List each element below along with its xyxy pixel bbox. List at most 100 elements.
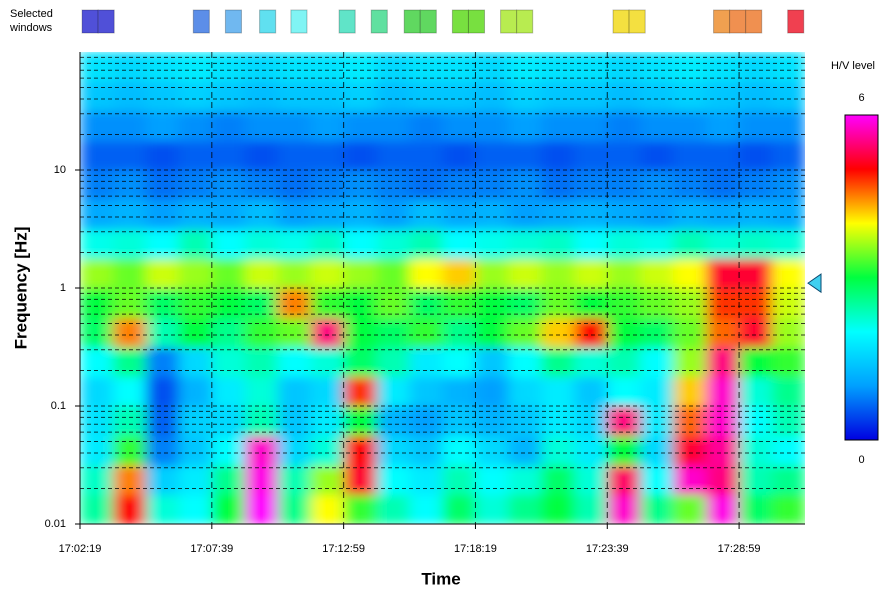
heat-cell — [706, 81, 740, 112]
heat-cell — [244, 229, 279, 260]
heat-cell — [112, 140, 147, 171]
heat-cell — [640, 81, 674, 112]
heat-cell — [475, 317, 510, 348]
heat-cell — [442, 229, 477, 260]
heat-cell — [673, 81, 707, 112]
heat-cell — [673, 111, 707, 142]
heat-cell — [607, 317, 641, 348]
heat-cell — [343, 494, 378, 524]
heat-cell — [772, 140, 805, 171]
heat-cell — [574, 170, 608, 201]
heat-cell — [80, 435, 114, 466]
heat-cell — [772, 199, 805, 230]
window-box — [419, 9, 437, 34]
heat-cell — [409, 199, 444, 230]
heat-cell — [706, 376, 740, 407]
heat-cell — [475, 494, 510, 524]
heat-cell — [508, 81, 542, 112]
heat-cell — [607, 435, 641, 466]
heat-cell — [145, 376, 180, 407]
heat-cell — [409, 81, 444, 112]
heat-cell — [277, 435, 312, 466]
heat-cell — [145, 52, 180, 83]
heat-cell — [343, 81, 378, 112]
heat-cell — [310, 170, 345, 201]
heat-cell — [772, 170, 805, 201]
heat-cell — [607, 347, 641, 378]
heat-cell — [673, 140, 707, 171]
heat-cell — [772, 347, 805, 378]
heat-cell — [211, 317, 246, 348]
heat-cell — [508, 258, 542, 289]
heat-cell — [376, 435, 411, 466]
heat-cell — [376, 347, 411, 378]
windows-label: windows — [9, 22, 53, 34]
heat-cell — [244, 494, 279, 524]
heat-cell — [508, 111, 542, 142]
heat-cell — [145, 288, 180, 319]
window-box — [745, 9, 763, 34]
heat-cell — [409, 376, 444, 407]
heat-cell — [541, 494, 575, 524]
heat-cell — [739, 376, 773, 407]
heat-cell — [376, 170, 411, 201]
heat-cell — [343, 435, 378, 466]
heat-cell — [343, 52, 378, 83]
heat-cell — [244, 288, 279, 319]
heat-cell — [442, 52, 477, 83]
heat-cell — [145, 229, 180, 260]
heat-cell — [112, 376, 147, 407]
heat-cell — [673, 376, 707, 407]
heat-cell — [673, 435, 707, 466]
heat-cell — [343, 111, 378, 142]
heat-cell — [772, 406, 805, 437]
heat-cell — [607, 111, 641, 142]
window-box — [97, 9, 115, 34]
heat-cell — [211, 494, 246, 524]
heat-cell — [244, 435, 279, 466]
heat-cell — [706, 229, 740, 260]
heat-cell — [706, 494, 740, 524]
heat-cell — [244, 258, 279, 289]
heat-cell — [640, 347, 674, 378]
heat-cell — [706, 465, 740, 496]
heat-cell — [376, 258, 411, 289]
heat-cell — [80, 494, 114, 524]
heat-cell — [277, 465, 312, 496]
heat-cell — [277, 317, 312, 348]
heat-cell — [145, 406, 180, 437]
heat-cell — [376, 140, 411, 171]
window-box — [81, 9, 99, 34]
heat-cell — [343, 465, 378, 496]
heat-cell — [640, 465, 674, 496]
heat-cell — [772, 465, 805, 496]
heat-cell — [508, 288, 542, 319]
heat-cell — [178, 140, 213, 171]
heat-cell — [211, 199, 246, 230]
heat-cell — [310, 465, 345, 496]
heat-cell — [277, 170, 312, 201]
peak-marker — [807, 273, 822, 294]
heat-cell — [310, 435, 345, 466]
heat-cell — [673, 199, 707, 230]
window-box — [500, 9, 518, 34]
heat-cell — [343, 199, 378, 230]
window-box — [338, 9, 356, 34]
heat-cell — [409, 347, 444, 378]
heat-cell — [706, 111, 740, 142]
heat-cell — [80, 258, 114, 289]
heat-cell — [409, 406, 444, 437]
heat-cell — [310, 288, 345, 319]
heat-cell — [607, 376, 641, 407]
heat-cell — [80, 111, 114, 142]
heat-cell — [640, 376, 674, 407]
heat-cell — [475, 81, 510, 112]
heat-cell — [80, 465, 114, 496]
heat-cell — [574, 288, 608, 319]
heat-cell — [574, 465, 608, 496]
heat-cell — [310, 52, 345, 83]
heat-cell — [409, 52, 444, 83]
heat-cell — [310, 258, 345, 289]
heat-cell — [508, 317, 542, 348]
heat-cell — [178, 111, 213, 142]
